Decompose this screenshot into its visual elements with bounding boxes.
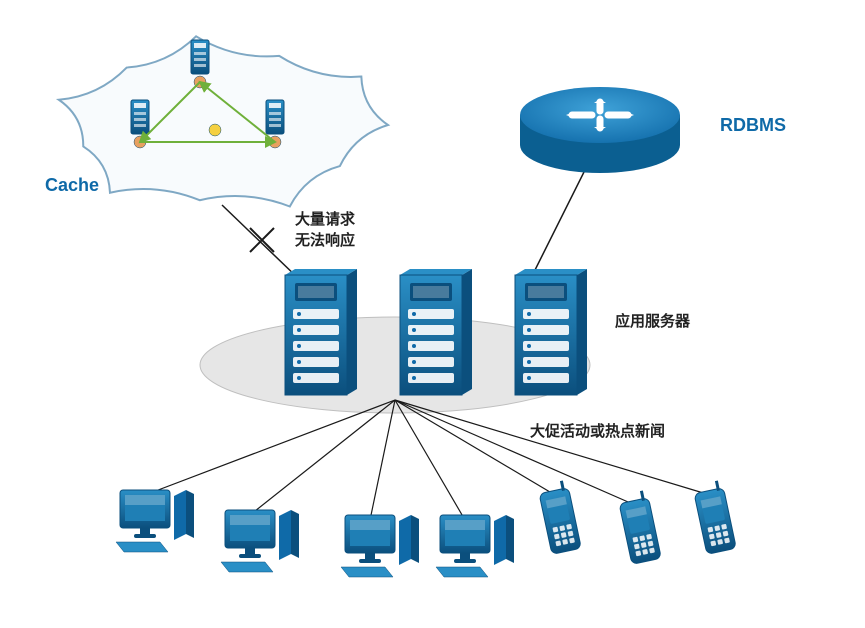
diagram-svg <box>0 0 865 628</box>
overload-label: 大量请求 无法响应 <box>295 208 355 250</box>
link-router-server <box>530 160 590 280</box>
client-desktop <box>221 510 299 572</box>
appserver-label: 应用服务器 <box>615 310 690 331</box>
traffic-label: 大促活动或热点新闻 <box>530 420 665 441</box>
rdbms-router-top <box>520 87 680 143</box>
client-phone <box>692 480 736 555</box>
app-server <box>515 269 587 395</box>
link-client-server <box>145 400 395 495</box>
diagram-canvas: Cache RDBMS 大量请求 无法响应 应用服务器 大促活动或热点新闻 <box>0 0 865 628</box>
app-server <box>400 269 472 395</box>
link-client-server <box>250 400 395 515</box>
link-cache-server <box>222 205 300 280</box>
app-server <box>285 269 357 395</box>
client-phone <box>537 480 581 555</box>
link-client-server <box>395 400 635 505</box>
link-client-server <box>370 400 395 520</box>
client-desktop <box>341 515 419 577</box>
cache-cloud <box>59 36 388 206</box>
cache-label: Cache <box>45 175 99 196</box>
link-client-server <box>395 400 555 495</box>
cache-center <box>209 124 221 136</box>
client-desktop <box>116 490 194 552</box>
client-phone <box>617 490 661 565</box>
client-desktop <box>436 515 514 577</box>
rdbms-label: RDBMS <box>720 115 786 136</box>
